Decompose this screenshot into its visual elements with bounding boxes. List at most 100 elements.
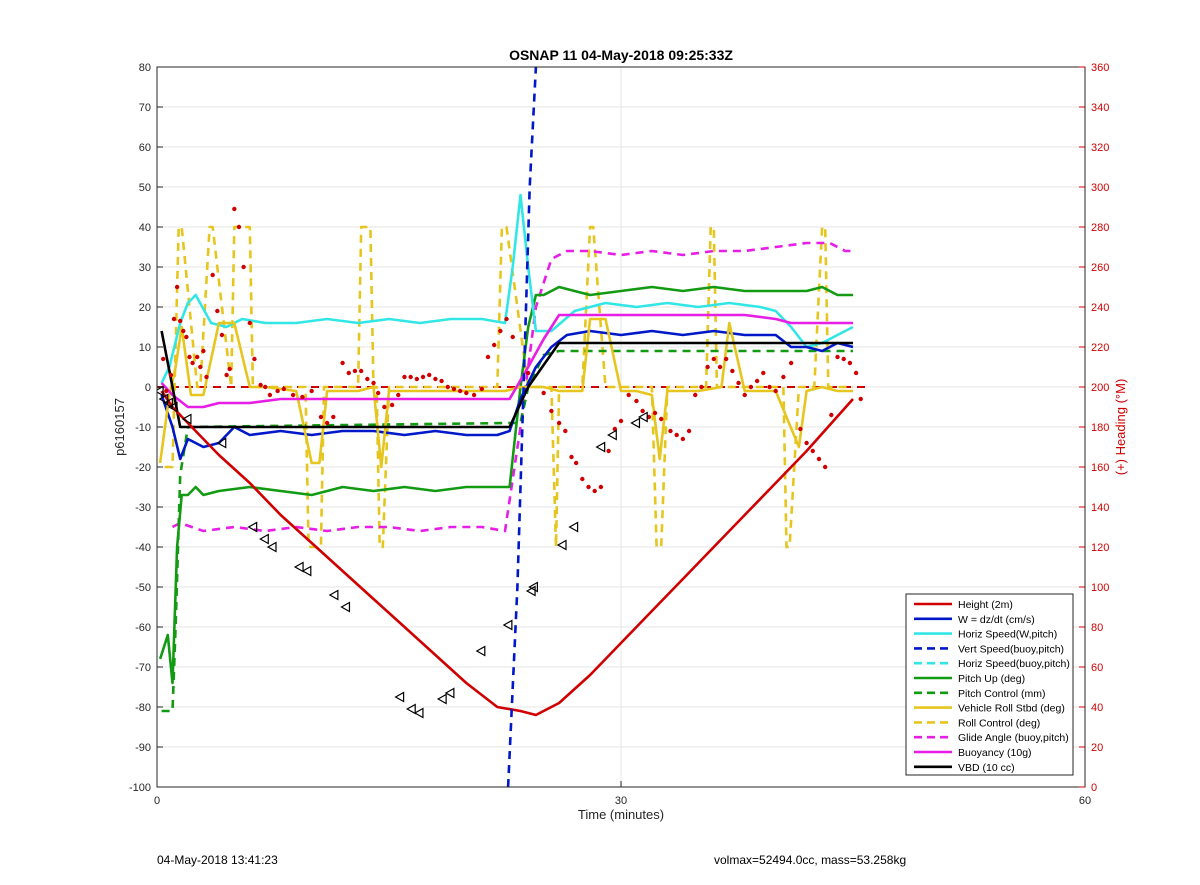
y-tick-label: -20 — [135, 462, 151, 474]
triangle-marker — [630, 417, 641, 429]
heading-point — [340, 360, 345, 366]
triangle-marker — [247, 521, 258, 533]
heading-point — [730, 368, 735, 374]
heading-point — [236, 224, 242, 230]
legend-entry: Roll Control (deg) — [958, 717, 1040, 729]
heading-point — [569, 454, 574, 460]
triangle-marker — [475, 645, 486, 657]
heading-point — [389, 402, 395, 408]
heading-point — [171, 316, 177, 322]
triangle-marker — [637, 411, 648, 423]
heading-point — [686, 428, 692, 434]
heading-point — [526, 370, 531, 376]
heading-point — [275, 388, 280, 394]
heading-point — [445, 384, 450, 390]
series-line-3 — [506, 67, 538, 787]
heading-point — [491, 342, 497, 348]
heading-point — [241, 264, 246, 270]
triangle-marker — [266, 541, 277, 553]
heading-point — [396, 392, 401, 398]
heading-point — [563, 428, 568, 434]
heading-point — [464, 390, 469, 396]
heading-point — [711, 356, 716, 362]
heading-point — [742, 392, 747, 398]
heading-point — [598, 484, 604, 490]
y2-tick-label: 220 — [1091, 342, 1109, 354]
heading-point — [187, 354, 192, 360]
heading-point — [847, 360, 853, 366]
series-line-5 — [158, 285, 853, 685]
heading-point — [829, 412, 834, 418]
heading-point — [804, 440, 809, 446]
heading-point — [402, 374, 407, 380]
heading-point — [767, 384, 772, 390]
y-tick-label: -100 — [129, 782, 151, 794]
heading-point — [439, 378, 444, 384]
triangle-marker — [301, 565, 312, 577]
heading-point — [427, 372, 432, 378]
triangle-marker — [340, 601, 351, 613]
legend-entry: Vehicle Roll Stbd (deg) — [958, 703, 1065, 715]
legend: Height (2m) W = dz/dt (cm/s) Horiz Speed(W… — [905, 593, 1074, 776]
y2-tick-label: 120 — [1091, 542, 1109, 554]
heading-point — [358, 368, 364, 374]
heading-point — [835, 354, 840, 360]
y-tick-label: -80 — [135, 702, 151, 714]
heading-point — [408, 374, 413, 380]
chart-title: OSNAP 11 04-May-2018 09:25:33Z — [509, 47, 733, 63]
heading-point — [232, 206, 237, 212]
heading-point — [680, 436, 686, 442]
heading-point — [346, 370, 351, 376]
y-tick-label: 50 — [139, 182, 151, 194]
heading-point — [375, 390, 381, 396]
y2-tick-label: 100 — [1091, 582, 1109, 594]
heading-point — [224, 372, 229, 378]
heading-point — [699, 384, 704, 390]
heading-point — [184, 334, 189, 340]
y2-tick-label: 280 — [1091, 222, 1109, 234]
legend-entry: W = dz/dt (cm/s) — [958, 614, 1035, 626]
y2-tick-label: 40 — [1091, 702, 1103, 714]
y2-tick-label: 160 — [1091, 462, 1109, 474]
heading-point — [858, 396, 863, 402]
x-tick-label: 60 — [1079, 795, 1091, 807]
legend-entry: Vert Speed(buoy,pitch) — [958, 643, 1064, 655]
heading-point — [723, 356, 729, 362]
triangle-marker — [556, 539, 567, 551]
y2-tick-label: 200 — [1091, 382, 1109, 394]
heading-point — [541, 390, 546, 396]
y-tick-label: 60 — [139, 142, 151, 154]
triangle-marker — [444, 687, 455, 699]
heading-point — [198, 364, 203, 370]
heading-point — [219, 332, 225, 338]
heading-point — [748, 384, 754, 390]
legend-entry: Buoyancy (10g) — [958, 747, 1032, 759]
heading-point — [761, 370, 766, 376]
heading-point — [781, 374, 786, 380]
y-tick-label: 40 — [139, 222, 151, 234]
legend-entry: Horiz Speed(buoy,pitch) — [958, 658, 1070, 670]
triangle-marker — [405, 703, 416, 715]
legend-entry: VBD (10 cc) — [958, 762, 1015, 774]
heading-point — [549, 408, 554, 414]
heading-point — [798, 426, 803, 432]
heading-point — [178, 318, 183, 324]
heading-point — [258, 382, 263, 388]
heading-point — [717, 364, 723, 370]
heading-point — [331, 414, 336, 420]
heading-point — [174, 284, 180, 290]
series-line-10 — [160, 313, 853, 409]
triangle-marker — [216, 437, 227, 449]
series-line-6 — [161, 349, 853, 713]
triangle-markers — [157, 385, 648, 719]
triangle-marker — [528, 581, 538, 593]
heading-point — [586, 484, 591, 490]
triangle-marker — [568, 521, 579, 533]
y2-tick-label: 340 — [1091, 102, 1109, 114]
heading-point — [659, 416, 664, 422]
legend-entry: Pitch Up (deg) — [958, 673, 1025, 685]
footer-timestamp: 04-May-2018 13:41:23 — [157, 853, 278, 867]
heading-point — [592, 488, 597, 494]
heading-point — [841, 356, 846, 362]
heading-point — [201, 348, 206, 354]
